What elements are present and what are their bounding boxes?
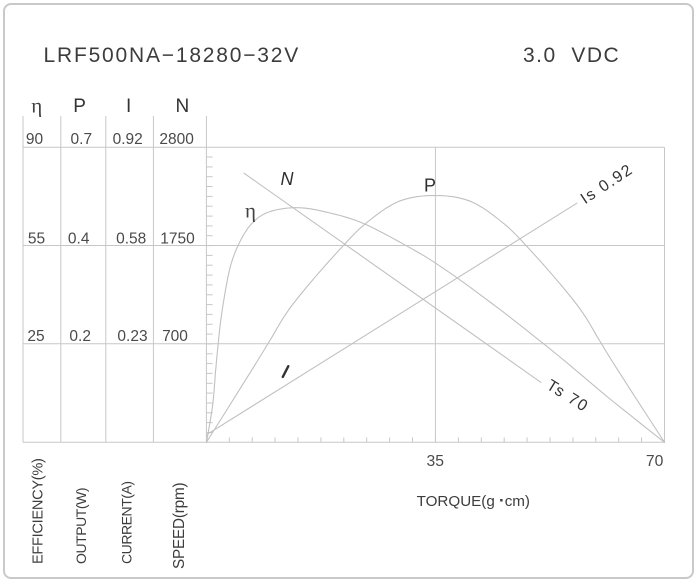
svg-text:2800: 2800 — [159, 131, 194, 148]
svg-text:1750: 1750 — [160, 231, 195, 248]
svg-text:25: 25 — [27, 328, 44, 345]
svg-text:55: 55 — [28, 231, 45, 248]
svg-text:OUTPUT(W): OUTPUT(W) — [73, 488, 89, 564]
svg-text:P: P — [73, 96, 86, 117]
svg-text:SPEED(rpm): SPEED(rpm) — [171, 483, 188, 569]
svg-text:700: 700 — [162, 328, 188, 345]
svg-text:35: 35 — [426, 453, 444, 470]
svg-text:I: I — [126, 96, 131, 117]
svg-text:η: η — [245, 199, 256, 223]
svg-text:0.4: 0.4 — [68, 231, 90, 248]
svg-text:Is 0.92: Is 0.92 — [578, 161, 637, 208]
svg-text:0.58: 0.58 — [116, 231, 146, 248]
svg-text:CURRENT(A): CURRENT(A) — [119, 481, 135, 564]
svg-text:90: 90 — [26, 131, 44, 148]
svg-text:0.23: 0.23 — [117, 328, 147, 345]
svg-text:0.7: 0.7 — [71, 131, 93, 148]
svg-text:TORQUE(g ·cm): TORQUE(g ·cm) — [417, 491, 530, 510]
svg-text:70: 70 — [646, 453, 664, 470]
svg-text:P: P — [424, 176, 436, 196]
svg-text:N: N — [281, 169, 295, 189]
svg-text:3.0 VDC: 3.0 VDC — [523, 44, 620, 67]
svg-text:EFFICIENCY(%): EFFICIENCY(%) — [30, 458, 46, 564]
svg-text:Ts 70: Ts 70 — [543, 377, 591, 416]
svg-text:N: N — [176, 96, 190, 117]
svg-text:0.2: 0.2 — [69, 328, 91, 345]
svg-text:LRF500NA−18280−32V: LRF500NA−18280−32V — [44, 44, 301, 67]
svg-text:η: η — [31, 93, 42, 117]
svg-text:0.92: 0.92 — [113, 131, 143, 148]
